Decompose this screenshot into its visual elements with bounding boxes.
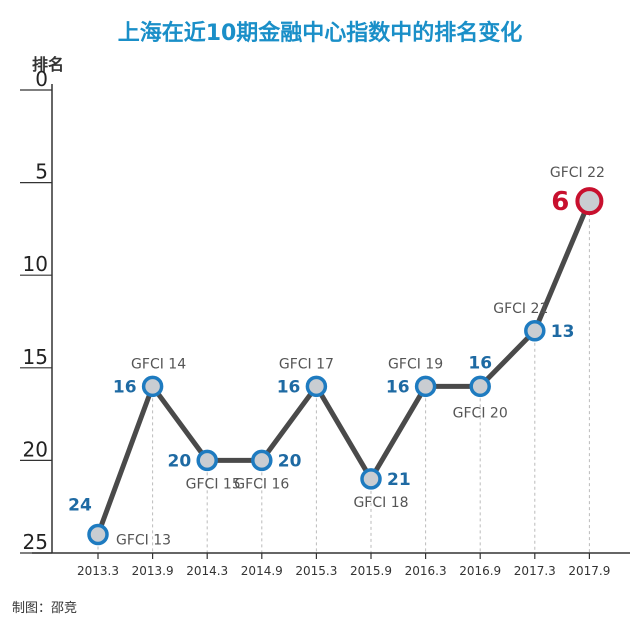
data-marker [305,375,328,398]
rank-label: 20 [168,451,192,471]
series-path [95,200,592,536]
x-tick-label: 2017.3 [514,564,556,578]
x-tick-label: 2016.9 [459,564,501,578]
y-tick-label: 10 [23,252,48,276]
y-tick-label: 5 [35,160,48,184]
x-tick-label: 2014.9 [241,564,283,578]
point-labels: 24 GFCI 13 16 GFCI 14 20 GFCI 15 20 GFCI 16 16 GF… [68,165,605,548]
highlight-marker [575,187,604,216]
x-tick-label: 2017.9 [568,564,610,578]
x-tick-label: 2014.3 [186,564,228,578]
gfci-label: GFCI 20 [453,405,508,421]
y-ticks: 0 5 10 15 20 25 [20,67,52,554]
data-marker [414,375,437,398]
rank-label: 16 [386,377,410,397]
gfci-label: GFCI 13 [116,532,171,548]
x-tick-label: 2013.3 [77,564,119,578]
data-marker [87,523,109,546]
axes [32,84,630,554]
y-tick-label: 15 [23,345,48,369]
x-ticks: 2013.3 2013.9 2014.3 2014.9 2015.3 2015.9 2016… [77,553,610,578]
gfci-label: GFCI 17 [279,356,334,372]
y-tick-label: 25 [23,530,48,554]
rank-label: 6 [551,187,569,217]
y-axis-label: 排名 [32,55,64,74]
gfci-label: GFCI 19 [388,356,443,372]
gridlines [97,201,590,553]
x-tick-label: 2015.9 [350,564,392,578]
gfci-label: GFCI 22 [550,165,605,181]
data-marker [524,320,546,342]
data-marker [141,375,164,398]
rank-label: 16 [468,353,492,373]
gfci-label: GFCI 21 [493,301,548,317]
series-line [95,200,592,536]
y-tick-label: 0 [35,67,48,91]
gfci-label: GFCI 18 [353,495,408,511]
gfci-label: GFCI 14 [131,356,186,372]
chart-title: 上海在近10期金融中心指数中的排名变化 [118,20,523,46]
y-tick-label: 20 [23,437,48,461]
x-tick-label: 2013.9 [132,564,174,578]
rank-label: 20 [278,451,302,471]
rank-label: 24 [68,495,92,515]
rank-label: 16 [277,377,301,397]
x-tick-label: 2015.3 [295,564,337,578]
gfci-label: GFCI 16 [234,476,289,492]
gfci-label: GFCI 15 [186,476,241,492]
data-marker [360,468,382,490]
data-marker [196,449,218,472]
data-marker [469,375,491,398]
rank-label: 21 [387,470,411,490]
rank-label: 13 [551,322,575,342]
markers [87,187,604,546]
rank-label: 16 [113,377,137,397]
x-tick-label: 2016.3 [405,564,447,578]
data-marker [251,449,273,472]
credit-text: 制图：邵竞 [12,600,77,616]
